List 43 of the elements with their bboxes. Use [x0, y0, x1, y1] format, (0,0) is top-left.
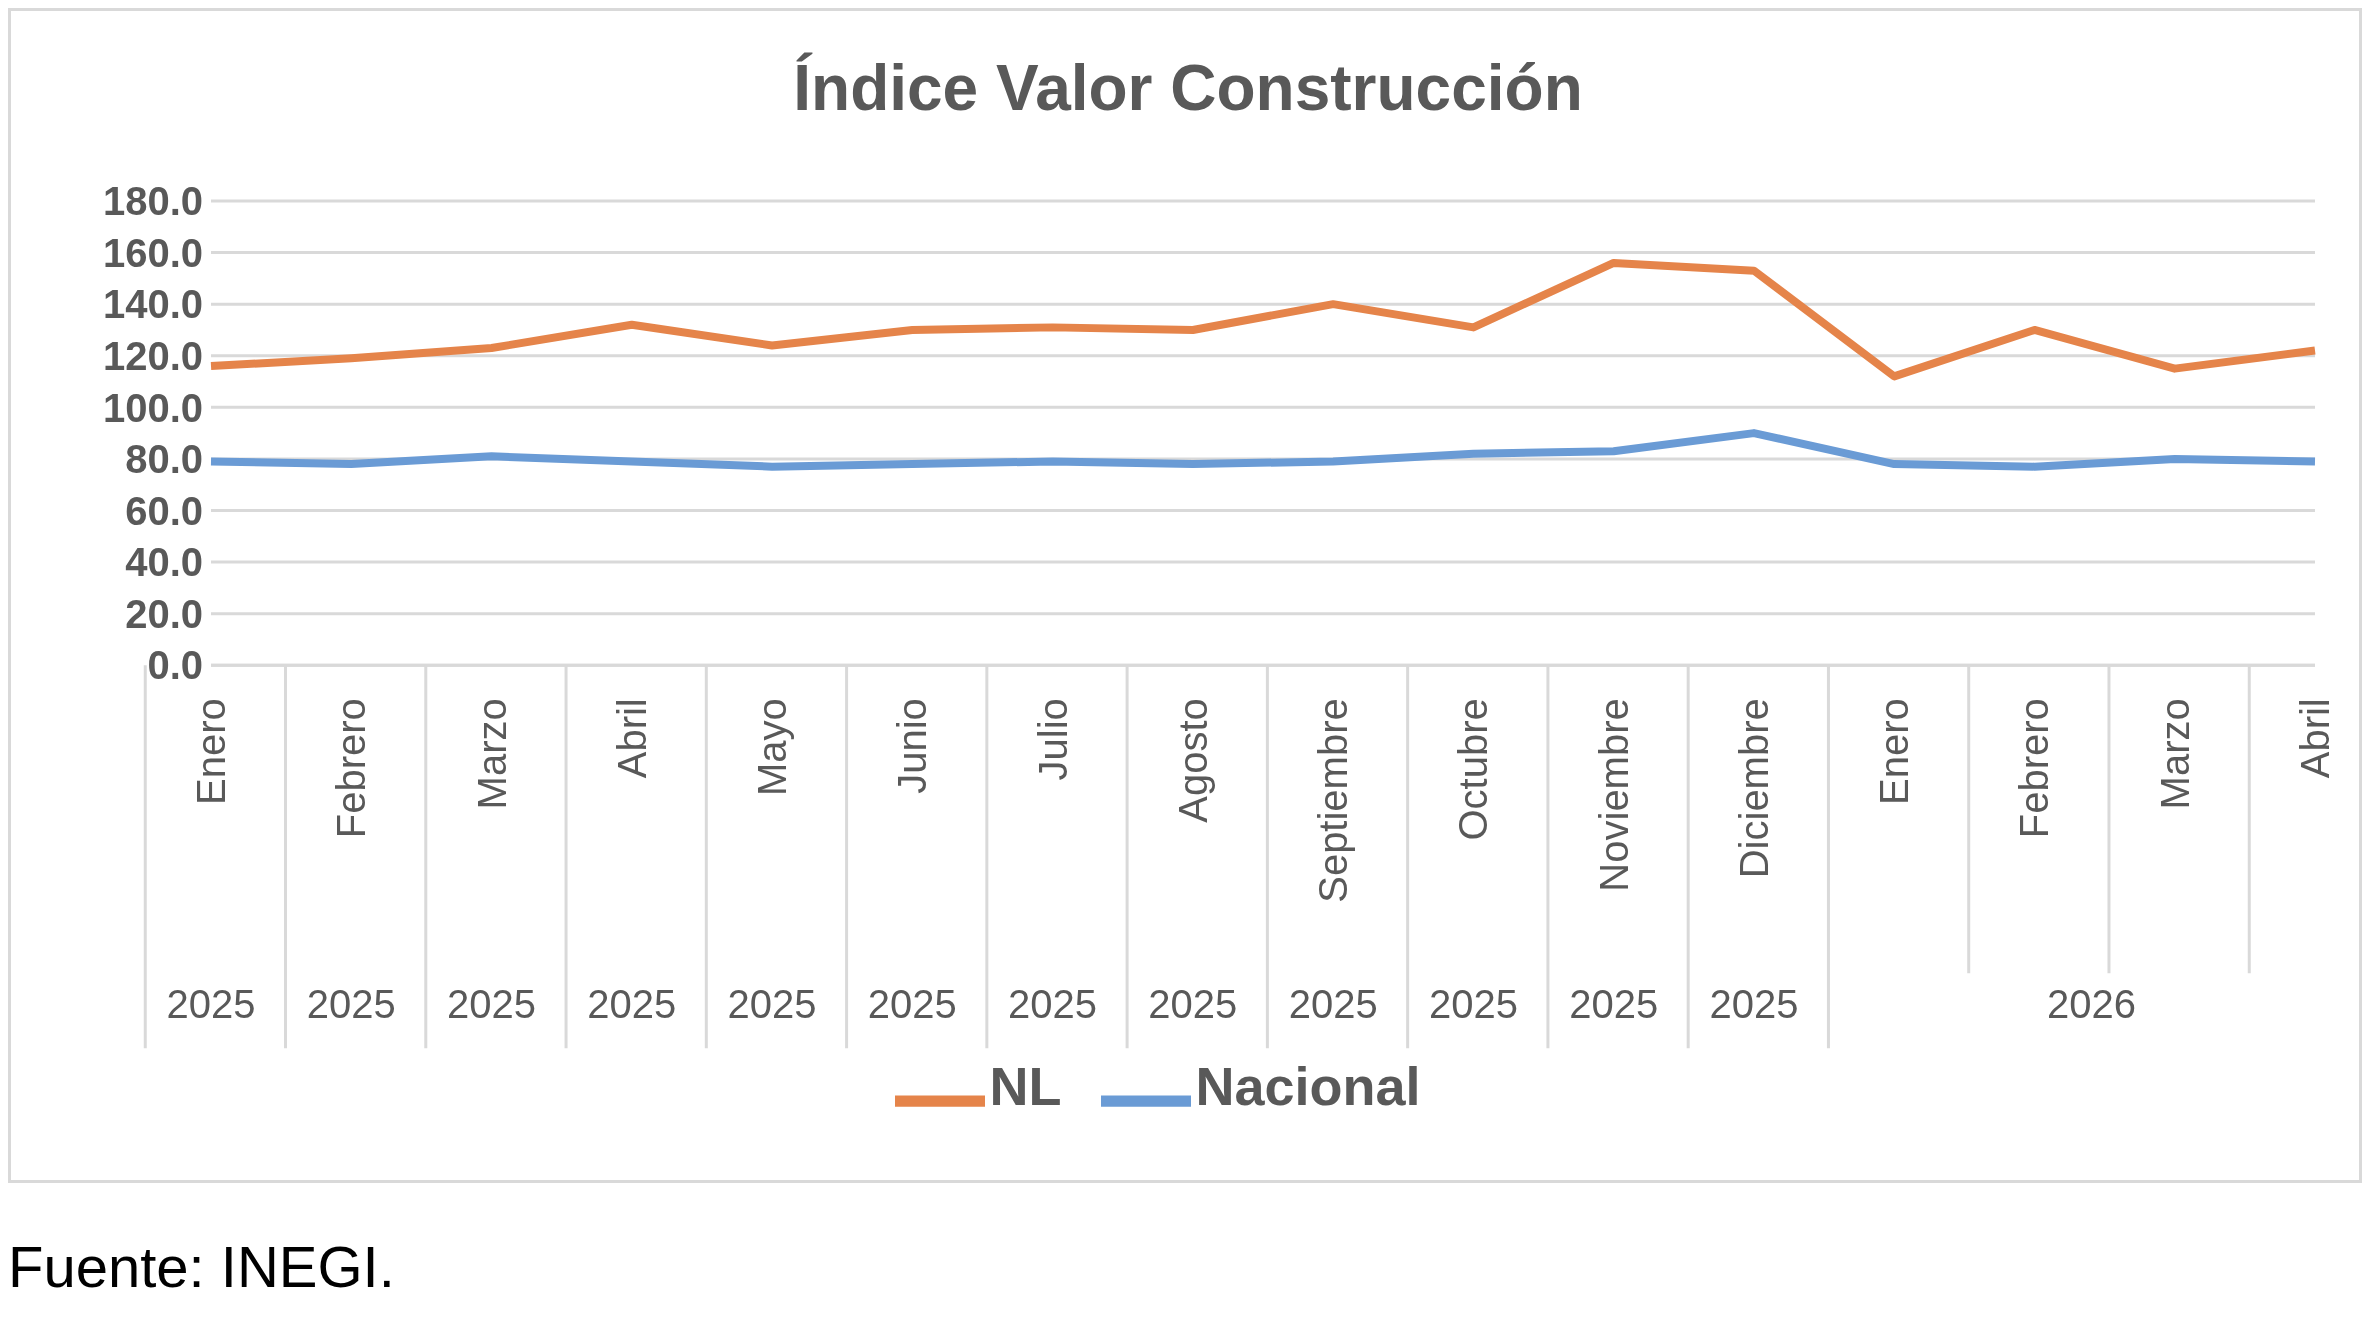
text: 2025: [447, 982, 537, 1027]
x-tick-label: Abril: [609, 698, 654, 779]
y-tick-label: 20.0: [125, 591, 203, 636]
x-tick-label: Febrero: [329, 698, 374, 839]
x-tick-label: Julio: [1030, 698, 1075, 781]
y-tick-label: 180.0: [102, 179, 203, 224]
x-tick-label: Octubre: [1451, 698, 1496, 841]
x-tick-label: Agosto: [1170, 698, 1215, 823]
text: 2025: [1008, 982, 1098, 1027]
text: 2026: [2046, 982, 2136, 1027]
text: 2025: [727, 982, 817, 1027]
x-tick-label: Enero: [1872, 698, 1917, 805]
source-note: Fuente: INEGI.: [8, 1233, 396, 1300]
legend-label: NL: [989, 1056, 1062, 1117]
text: 2025: [306, 982, 396, 1027]
y-tick-label: 100.0: [102, 385, 203, 430]
text: 2025: [1288, 982, 1378, 1027]
text: 2025: [587, 982, 677, 1027]
x-tick-label: Abril: [2293, 698, 2337, 779]
x-tick-label: Febrero: [2012, 698, 2057, 839]
y-tick-label: 0.0: [147, 643, 203, 688]
chart-title: Índice Valor Construcción: [792, 51, 1584, 125]
text: 2025: [1569, 982, 1659, 1027]
x-tick-label: Diciembre: [1731, 698, 1776, 879]
text: 2025: [166, 982, 256, 1027]
x-tick-label: Enero: [189, 698, 233, 805]
x-tick-label: Septiembre: [1311, 698, 1356, 903]
x-tick-label: Noviembre: [1591, 698, 1636, 892]
y-tick-label: 140.0: [102, 282, 203, 327]
y-tick-label: 80.0: [125, 437, 203, 482]
text: 2025: [867, 982, 957, 1027]
legend-label: Nacional: [1195, 1056, 1421, 1117]
text: 2025: [1428, 982, 1518, 1027]
x-tick-label: Marzo: [469, 698, 514, 810]
y-tick-label: 120.0: [102, 333, 203, 378]
x-tick-label: Junio: [890, 698, 935, 794]
text: 2025: [1148, 982, 1238, 1027]
text: 2025: [1709, 982, 1799, 1027]
y-tick-label: 40.0: [125, 540, 203, 585]
y-tick-label: 160.0: [102, 230, 203, 275]
y-tick-label: 60.0: [125, 488, 203, 533]
x-tick-label: Marzo: [2152, 698, 2197, 810]
x-tick-label: Mayo: [750, 698, 795, 797]
